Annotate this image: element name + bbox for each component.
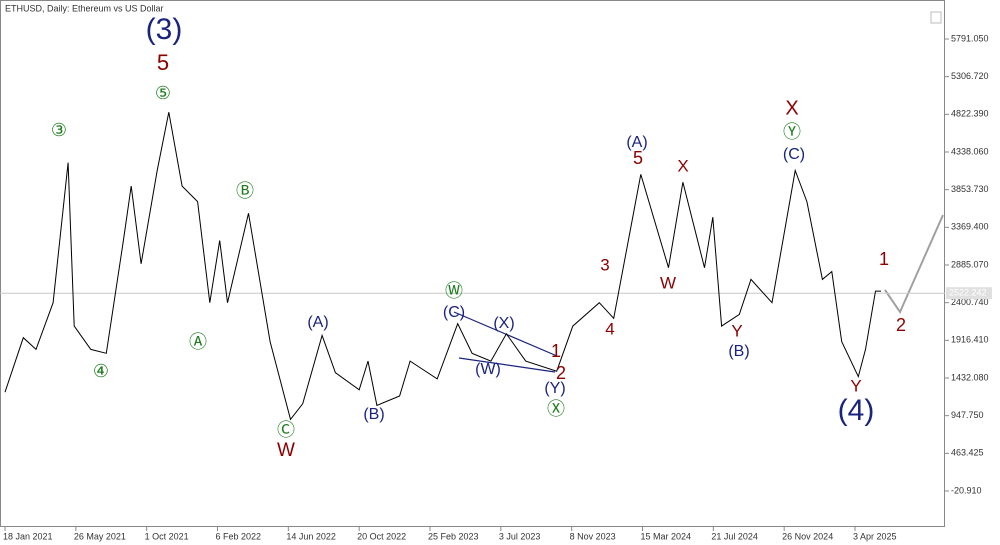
wave-label: (C) [783,146,805,163]
wave-label: ④ [93,361,109,381]
wave-label: 1 [551,341,561,361]
x-tick-label: 20 Oct 2022 [357,531,406,541]
x-tick-label: 26 May 2021 [74,531,126,541]
wave-label: (4) [838,394,875,427]
trend-line [458,357,556,373]
wave-label: Y [850,376,861,395]
wave-label: 2 [896,315,906,335]
wave-label: W [660,273,676,292]
wave-label: (A) [626,134,647,151]
y-tick-label: 2400.740 [951,297,989,307]
y-tick-label: -20.910 [951,485,982,495]
wave-label: X [677,156,688,175]
wave-label: 5 [157,50,169,75]
wave-label: 5 [633,148,643,168]
x-tick-label: 6 Feb 2022 [216,531,262,541]
wave-label: (W) [475,361,501,378]
x-tick-label: 3 Apr 2025 [853,531,897,541]
x-tick-label: 1 Oct 2021 [145,531,189,541]
plot-frame [0,0,945,527]
y-tick-label: 1432.080 [951,372,989,382]
x-tick-label: 18 Jan 2021 [3,531,53,541]
wave-label: 4 [605,319,614,338]
wave-label: Ⓨ [783,122,801,142]
wave-label: ③ [51,120,67,140]
wave-label: (X) [493,315,514,332]
wave-label: Ⓑ [236,181,254,201]
wave-label: (B) [363,406,384,423]
wave-label: Ⓒ [277,420,295,440]
y-tick-label: 4822.390 [951,109,989,119]
wave-label: 2 [556,363,566,383]
x-tick-label: 15 Mar 2024 [641,531,692,541]
x-tick-label: 26 Nov 2024 [782,531,833,541]
trend-line [453,311,558,357]
x-tick-label: 14 Jun 2022 [286,531,336,541]
wave-label: Ⓦ [445,281,463,301]
icon [930,11,942,24]
x-tick-label: 8 Nov 2023 [570,531,616,541]
x-tick-label: 25 Feb 2023 [428,531,479,541]
y-tick-label: 3853.730 [951,184,989,194]
y-tick-label: 5791.050 [951,33,989,43]
x-tick-label: 3 Jul 2023 [499,531,541,541]
price-line [4,112,881,421]
y-tick-label: 4338.060 [951,146,989,156]
wave-label: (C) [443,304,465,321]
wave-label: 3 [600,255,609,274]
chart-title: ETHUSD, Daily: Ethereum vs US Dollar [5,3,164,13]
wave-label: Ⓐ [189,332,207,352]
wave-label: (3) [146,13,183,46]
y-tick-label: 2885.070 [951,259,989,269]
y-tick-label: 1916.410 [951,335,989,345]
current-price-box [946,287,992,300]
wave-label: (Y) [544,380,565,397]
x-tick-label: 21 Jul 2024 [711,531,758,541]
y-tick-label: 947.750 [951,410,984,420]
wave-label: W [277,440,295,461]
y-tick-label: 463.425 [951,448,984,458]
wave-label: ⑤ [155,83,171,103]
y-tick-label: 3369.400 [951,222,989,232]
wave-label: X [785,97,798,119]
wave-label: Ⓧ [547,399,565,419]
current-price-label: 2522.242 [949,288,987,298]
y-tick-label: 5306.720 [951,71,989,81]
wave-label: Y [731,321,742,340]
wave-label: (B) [728,343,749,360]
wave-label: 1 [879,249,889,269]
wave-label: (A) [307,314,328,331]
projection-line [884,214,944,315]
